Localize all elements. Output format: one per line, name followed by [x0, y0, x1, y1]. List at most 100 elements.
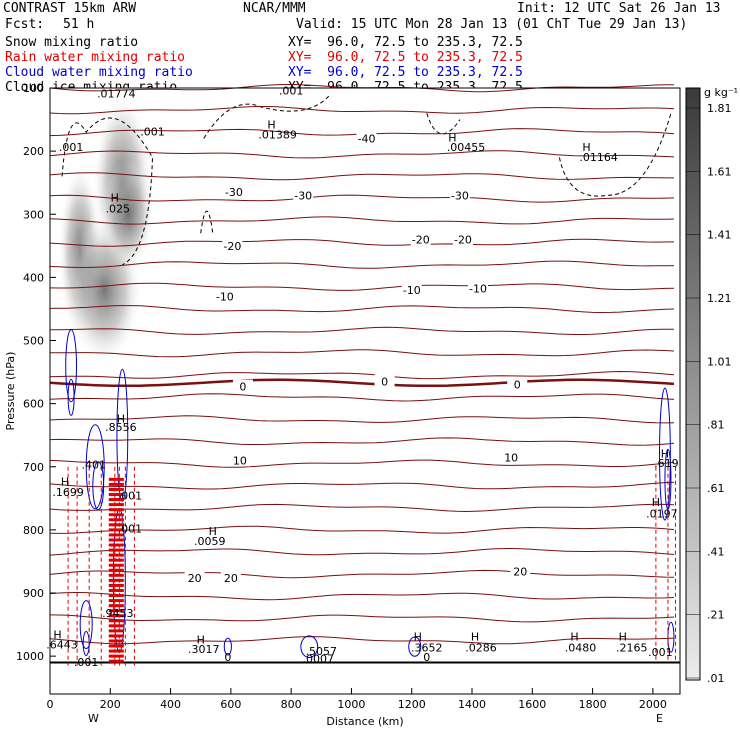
colorbar-tick-label: .21: [707, 609, 725, 622]
field-xy-cloud-water: XY= 96.0, 72.5 to 235.3, 72.5: [288, 65, 523, 80]
x-tick-label: 1400: [458, 698, 486, 711]
init-time: Init: 12 UTC Sat 26 Jan 13: [517, 1, 721, 16]
isotherm-label-bg: [232, 379, 253, 393]
y-tick-label: 400: [23, 271, 44, 284]
max-label: H: [661, 447, 669, 460]
isotherm-label: 10: [504, 451, 518, 464]
field-name-cloud-water: Cloud water mixing ratio: [5, 65, 193, 80]
cloud-ice-contour: [61, 117, 153, 266]
y-tick-label: 300: [23, 208, 44, 221]
cloud-water-contour: [67, 378, 75, 416]
center-label: NCAR/MMM: [243, 1, 306, 16]
isotherm: [49, 415, 675, 424]
isotherm: [49, 525, 675, 534]
isotherm-label-bg: [222, 238, 243, 252]
field-name-rain: Rain water mixing ratio: [5, 50, 186, 65]
isotherm: [50, 326, 674, 335]
isotherm: [49, 216, 675, 225]
max-label: H: [61, 476, 69, 489]
y-tick-label: 900: [23, 587, 44, 600]
max-label: H: [619, 630, 627, 643]
max-label: .0007: [303, 652, 335, 665]
isotherm-label: -30: [225, 186, 243, 199]
valid-time: Valid: 15 UTC Mon 28 Jan 13 (01 ChT Tue …: [296, 17, 688, 32]
colorbar-tick-label: .81: [707, 419, 725, 432]
x-tick-label: 800: [281, 698, 302, 711]
isotherm: [49, 150, 675, 159]
x-tick-label: 1000: [337, 698, 365, 711]
isotherm-label: -20: [223, 240, 241, 253]
max-label: .025: [106, 202, 131, 215]
max-label: 0: [224, 651, 231, 664]
isotherm-label: -20: [412, 234, 430, 247]
isotherm-label: 0: [239, 381, 246, 394]
isotherm-label: 0: [514, 379, 521, 392]
isotherm-label-bg: [374, 374, 395, 388]
colorbar-tick-label: 1.01: [707, 355, 732, 368]
y-tick-label: 1000: [16, 650, 44, 663]
isotherm: [49, 305, 675, 314]
snow-shading: [58, 92, 155, 365]
cloud-water-contour: [65, 329, 78, 403]
max-label: H: [209, 525, 217, 538]
isotherm-label-bg: [223, 185, 244, 199]
colorbar-tick-label: 1.21: [707, 292, 732, 305]
max-label: .3017: [188, 643, 220, 656]
max-label: .001: [74, 656, 99, 669]
cloud-ice-contour: [426, 113, 461, 135]
isotherm-label-bg: [293, 188, 314, 202]
max-label: .0197: [646, 507, 678, 520]
y-tick-label: 800: [23, 524, 44, 537]
x-tick-label: 600: [220, 698, 241, 711]
max-label: .9453: [102, 607, 134, 620]
max-label: .6443: [46, 639, 78, 652]
field-xy-snow: XY= 96.0, 72.5 to 235.3, 72.5: [288, 35, 523, 50]
cloud-water-contour: [223, 637, 232, 656]
isotherm: [49, 481, 675, 490]
y-tick-label: 100: [23, 82, 44, 95]
isotherm: [49, 194, 675, 203]
isotherm-label: 10: [233, 454, 247, 467]
isotherm: [49, 437, 675, 446]
x-tick-label: 200: [100, 698, 121, 711]
cloud-water-contour: [79, 600, 93, 650]
isotherm: [49, 503, 675, 513]
max-label: .001: [118, 490, 143, 503]
x-tick-label: 2000: [639, 698, 667, 711]
x-tick-label: 0: [47, 698, 54, 711]
isotherm: [49, 569, 675, 579]
max-label: H: [117, 413, 125, 426]
forecast-label: Fcst:: [5, 17, 45, 32]
isotherm: [49, 636, 675, 645]
max-label: .001: [140, 125, 165, 138]
plot-area: [50, 88, 680, 694]
max-label: .01164: [579, 151, 618, 164]
forecast-hour: 51 h: [63, 17, 95, 32]
max-label: .1699: [52, 486, 84, 499]
field-name-snow: Snow mixing ratio: [5, 35, 139, 50]
isotherm: [49, 106, 675, 115]
isotherm-label-bg: [401, 283, 422, 296]
max-label: .0059: [194, 535, 226, 548]
isotherm-label: -30: [294, 189, 312, 202]
isotherm: [49, 393, 675, 402]
isotherm: [49, 547, 675, 556]
colorbar-fill: [685, 87, 701, 681]
isotherm: [49, 260, 675, 269]
max-label: .0286: [465, 642, 497, 655]
max-label: .01389: [258, 129, 297, 142]
isotherm-label-bg: [356, 131, 377, 145]
isotherm: [49, 370, 675, 380]
cloud-water-contour: [408, 636, 422, 657]
colorbar-tick-label: 1.41: [707, 229, 732, 242]
max-label: .3652: [411, 642, 443, 655]
isotherm: [49, 591, 675, 601]
cloud-water-contour: [92, 461, 105, 511]
isotherm-label-bg: [510, 564, 531, 578]
max-label: .401: [81, 459, 106, 472]
colorbar-unit: g kg⁻¹: [704, 86, 738, 99]
isotherm-label: -10: [469, 283, 487, 296]
snow-shade-blob: [102, 159, 155, 270]
max-label: .619: [654, 457, 679, 470]
